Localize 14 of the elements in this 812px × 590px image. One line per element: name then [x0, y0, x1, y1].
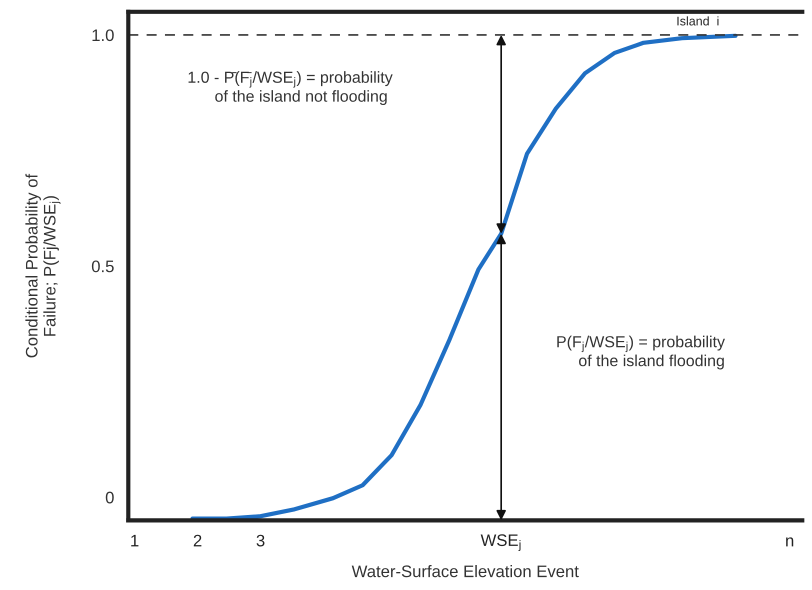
x-tick-label: 2 [194, 534, 202, 546]
y-axis-title: Conditional Probability of Failure; P(Fj/WSE$_{j}$) [25, 174, 60, 358]
x-tick-label: 1 [131, 534, 138, 546]
annotation: 1.0 - P̄(F̄$_{j}$/WSE$_{j}$) = probability of the island not flooding [188, 71, 393, 105]
x-tick-label: n [786, 537, 794, 546]
ref-line-label: Island i [677, 16, 718, 26]
y-tick-label: 0.5 [92, 260, 114, 272]
annotation: P(F$_{j}$/WSE$_{j}$) = probability of the island flooding [557, 336, 725, 370]
x-axis-title: Water-Surface Elevation Event [352, 564, 579, 578]
y-tick-label: 0 [106, 492, 114, 504]
x-tick-label: WSE$_{j}$ [480, 534, 521, 551]
x-tick-label: 3 [256, 534, 264, 547]
y-tick-label: 1.0 [92, 29, 114, 42]
line-series [190, 34, 738, 520]
